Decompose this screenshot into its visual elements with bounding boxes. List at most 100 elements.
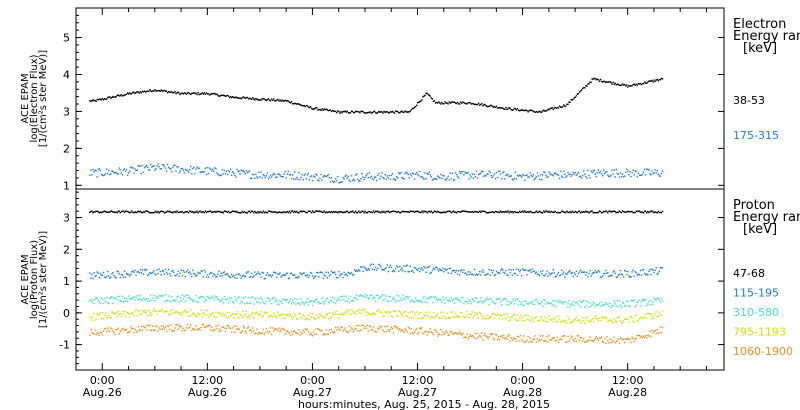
data-point: [118, 95, 120, 97]
data-point: [383, 177, 385, 180]
data-point: [181, 210, 184, 213]
data-point: [260, 99, 262, 101]
data-point: [303, 304, 305, 306]
data-point: [372, 263, 375, 266]
data-point: [497, 271, 500, 274]
data-point: [341, 273, 343, 275]
data-point: [450, 211, 453, 214]
data-point: [102, 174, 105, 177]
data-point: [640, 83, 643, 86]
data-point: [575, 301, 578, 303]
data-point: [626, 211, 628, 213]
data-point: [622, 338, 625, 340]
data-point: [200, 211, 202, 214]
data-point: [220, 94, 222, 97]
data-point: [303, 174, 305, 177]
data-point: [132, 311, 134, 314]
data-point: [196, 93, 198, 96]
data-point: [451, 299, 454, 302]
data-point: [173, 312, 175, 315]
data-point: [243, 96, 246, 99]
data-point: [611, 210, 613, 213]
data-point: [156, 165, 158, 167]
data-point: [359, 295, 361, 297]
data-point: [344, 175, 346, 177]
data-point: [413, 106, 416, 109]
data-point: [410, 210, 413, 213]
data-point: [403, 311, 405, 314]
data-point: [546, 176, 548, 178]
data-point: [155, 168, 157, 170]
data-point: [212, 312, 214, 314]
data-point: [648, 335, 650, 337]
data-point: [304, 274, 306, 277]
data-point: [368, 297, 371, 299]
data-point: [513, 272, 516, 275]
data-point: [361, 324, 363, 327]
data-point: [546, 270, 548, 272]
data-point: [112, 312, 114, 314]
data-point: [197, 313, 199, 315]
data-point: [124, 315, 127, 317]
data-point: [528, 211, 530, 214]
data-point: [219, 174, 221, 177]
data-point: [462, 170, 464, 173]
data-point: [235, 325, 237, 327]
data-point: [308, 210, 311, 212]
data-point: [285, 273, 288, 275]
data-point: [298, 302, 300, 305]
data-point: [465, 336, 467, 339]
data-point: [337, 110, 339, 112]
data-point: [406, 211, 408, 213]
data-point: [224, 210, 227, 212]
data-point: [188, 92, 191, 95]
data-point: [228, 297, 231, 299]
data-point: [570, 175, 572, 178]
data-point: [522, 109, 524, 111]
data-point: [526, 274, 528, 276]
data-point: [470, 176, 472, 178]
data-point: [315, 275, 317, 277]
data-point: [225, 327, 228, 330]
data-point: [571, 174, 573, 176]
data-point: [660, 331, 663, 334]
data-point: [342, 110, 344, 113]
data-point: [252, 173, 254, 176]
data-point: [604, 317, 606, 319]
data-point: [389, 264, 392, 267]
data-point: [574, 337, 577, 340]
data-point: [384, 174, 386, 176]
data-point: [300, 210, 302, 212]
data-point: [92, 212, 94, 214]
data-point: [400, 312, 402, 314]
data-point: [428, 210, 430, 213]
data-point: [425, 271, 427, 273]
data-point: [137, 310, 139, 312]
data-point: [391, 298, 394, 300]
data-point: [518, 174, 521, 176]
data-point: [501, 107, 503, 109]
data-point: [239, 313, 241, 316]
data-point: [452, 316, 455, 318]
data-point: [438, 101, 440, 103]
data-point: [217, 210, 219, 213]
data-point: [387, 313, 389, 315]
data-point: [384, 268, 386, 270]
data-point: [589, 81, 591, 83]
data-point: [452, 270, 455, 272]
data-point: [478, 334, 481, 337]
data-point: [518, 300, 521, 303]
data-point: [223, 169, 226, 172]
data-point: [524, 109, 526, 112]
data-point: [337, 326, 339, 328]
data-point: [484, 210, 486, 213]
data-point: [474, 103, 477, 106]
data-point: [581, 87, 584, 90]
data-point: [596, 337, 599, 340]
data-point: [321, 330, 323, 332]
data-point: [183, 271, 186, 273]
data-point: [329, 332, 332, 334]
data-point: [330, 328, 333, 331]
data-point: [566, 322, 568, 324]
data-point: [521, 338, 523, 341]
